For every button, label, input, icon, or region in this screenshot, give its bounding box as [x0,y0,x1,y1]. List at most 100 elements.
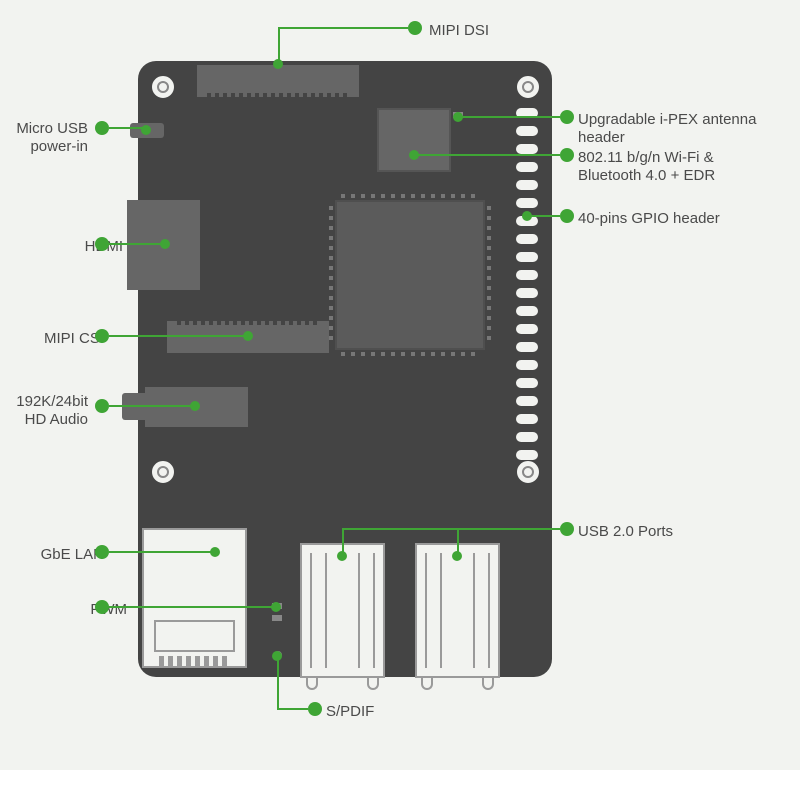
bga-l-3 [329,236,333,240]
usb-line-l-0 [310,553,312,668]
usb-line-m1-1 [440,553,442,668]
bga-b-3 [371,352,375,356]
bga-r-13 [487,336,491,340]
lan-pin-7 [222,656,227,666]
target-dot-pwm [271,602,281,612]
lan-pin-2 [177,656,182,666]
bga-t-10 [441,194,445,198]
csi-pin-12 [273,321,277,325]
usb-line-m1-0 [325,553,327,668]
bga-t-2 [361,194,365,198]
csi-pin-11 [265,321,269,325]
bga-l-9 [329,296,333,300]
gpio-pin-15 [516,378,538,388]
gpio-pin-10 [516,288,538,298]
gpio-pin-1 [516,126,538,136]
label-micro-usb: Micro USBpower-in [8,120,88,156]
dot-usb [560,522,574,536]
leader-hdmi [109,243,165,245]
wifi-chip [377,108,451,172]
bga-t-6 [401,194,405,198]
leader-mipi-csi [109,335,248,337]
dsi-pin-17 [343,93,347,97]
gpio-pin-2 [516,144,538,154]
target-dot-usb-0 [337,551,347,561]
gpio-pin-17 [516,414,538,424]
label-mipi-dsi: MIPI DSI [429,22,489,40]
csi-pin-13 [281,321,285,325]
gpio-pin-13 [516,342,538,352]
usb-line-m2-1 [473,553,475,668]
dsi-pin-6 [255,93,259,97]
dot-mipi-csi [95,329,109,343]
csi-pin-14 [289,321,293,325]
lan-inner [154,620,235,652]
bga-t-12 [461,194,465,198]
bga-t-9 [431,194,435,198]
bga-t-3 [371,194,375,198]
dot-ipex [560,110,574,124]
bga-l-2 [329,226,333,230]
gpio-pin-3 [516,162,538,172]
gpio-pin-4 [516,180,538,190]
leader-ipex [458,116,560,118]
dot-gpio [560,209,574,223]
label-lan: GbE LAN [24,546,104,564]
csi-pin-2 [193,321,197,325]
target-dot-lan [210,547,220,557]
bga-l-6 [329,266,333,270]
leader-h-mipi-dsi [278,27,408,29]
lan-pin-0 [159,656,164,666]
bga-r-10 [487,306,491,310]
gpio-pin-19 [516,450,538,460]
bga-t-13 [471,194,475,198]
bga-t-7 [411,194,415,198]
target-dot-micro-usb [141,125,151,135]
label-hdmi: HDMI [43,238,123,256]
label-gpio: 40-pins GPIO header [578,210,720,228]
soc-chip [335,200,485,350]
bga-r-5 [487,256,491,260]
bga-b-13 [471,352,475,356]
target-dot-mipi-csi [243,331,253,341]
dsi-pin-7 [263,93,267,97]
leader-wifi [414,154,560,156]
gpio-pin-11 [516,306,538,316]
csi-pin-5 [217,321,221,325]
label-spdif: S/PDIF [326,703,374,721]
leader-pwm [109,606,276,608]
bga-t-11 [451,194,455,198]
dot-hdmi [95,237,109,251]
gpio-pin-7 [516,234,538,244]
csi-pin-15 [297,321,301,325]
bga-l-5 [329,256,333,260]
dsi-pin-1 [215,93,219,97]
mounting-hole-3 [517,461,539,483]
bga-t-8 [421,194,425,198]
leader-h-spdif [277,708,308,710]
bga-b-6 [401,352,405,356]
dsi-pin-0 [207,93,211,97]
label-audio: 192K/24bitHD Audio [8,393,88,429]
csi-pin-9 [249,321,253,325]
bga-t-0 [341,194,345,198]
lan-pin-4 [195,656,200,666]
bga-r-8 [487,286,491,290]
leader-lan [109,551,215,553]
bga-b-11 [451,352,455,356]
bga-r-4 [487,246,491,250]
bga-l-10 [329,306,333,310]
dot-audio [95,399,109,413]
label-usb: USB 2.0 Ports [578,523,673,541]
background-bottom [0,770,800,800]
usb-foot-r-0 [367,676,379,690]
target-dot-wifi [409,150,419,160]
target-dot-usb-1 [452,551,462,561]
usb-foot-l-0 [306,676,318,690]
label-mipi-csi: MIPI CSI [24,330,104,348]
bga-r-11 [487,316,491,320]
mounting-hole-1 [517,76,539,98]
usb-line-m2-0 [358,553,360,668]
bga-b-4 [381,352,385,356]
usb-line-l-1 [425,553,427,668]
